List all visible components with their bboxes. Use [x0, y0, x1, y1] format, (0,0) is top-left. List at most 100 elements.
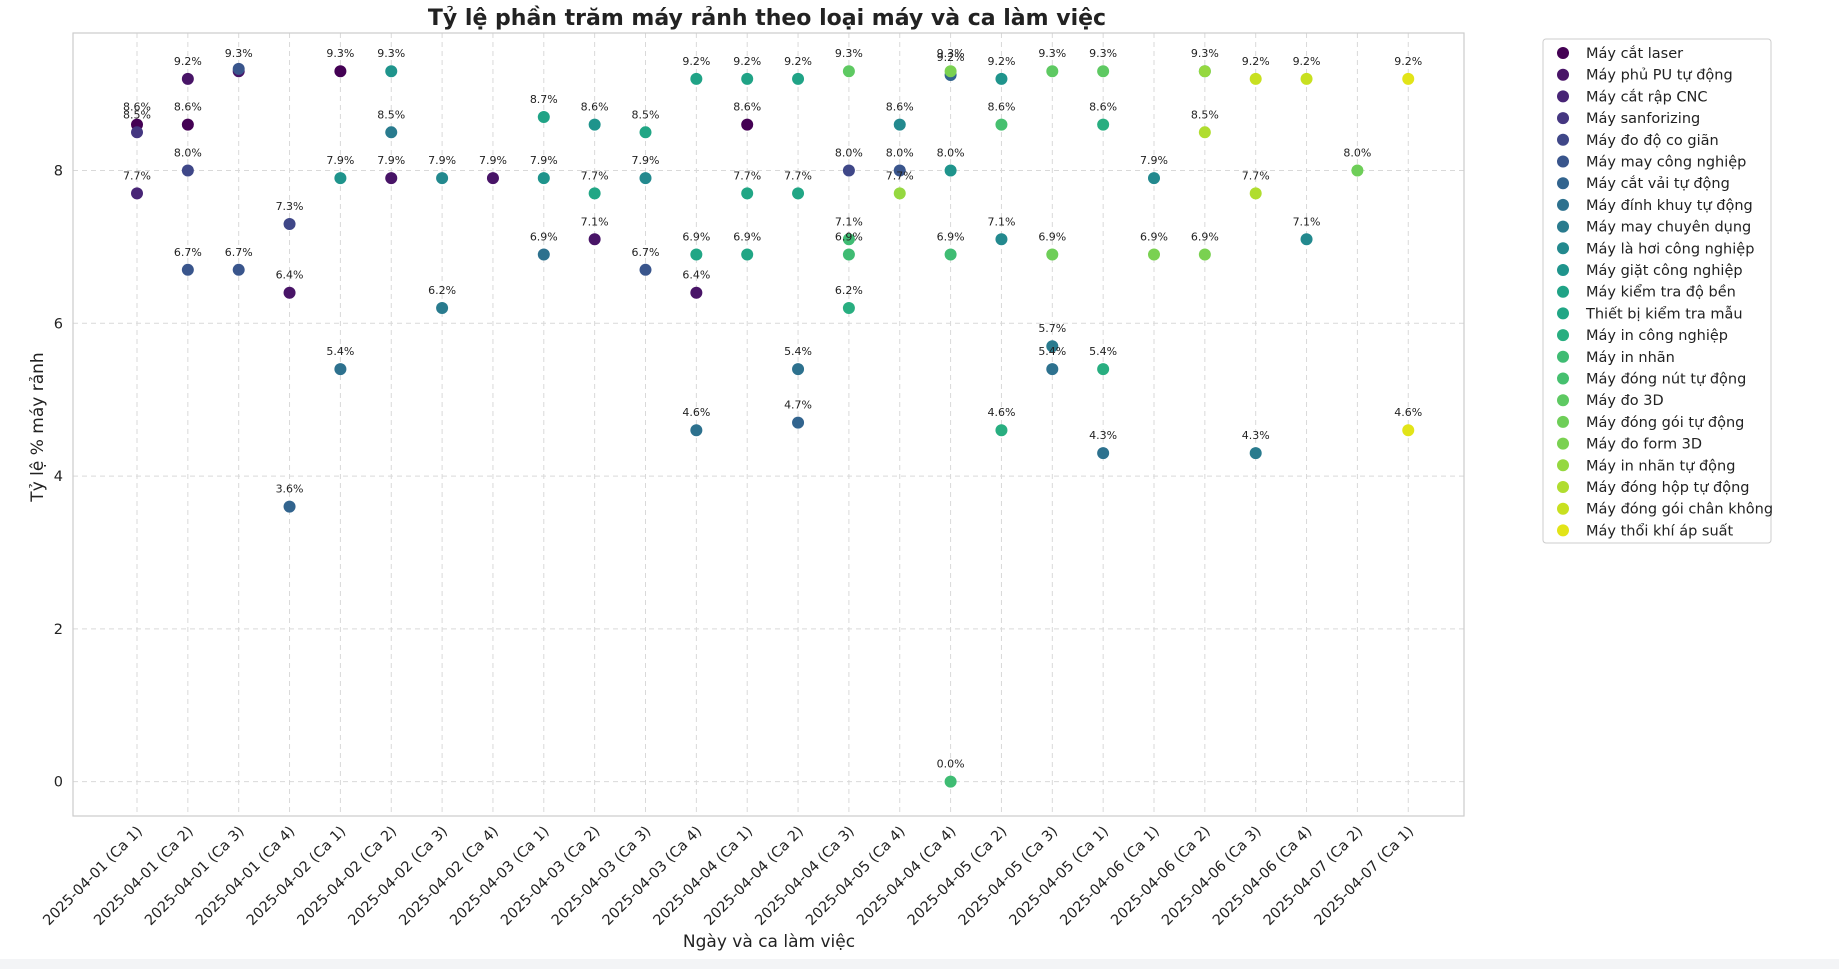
data-label: 0.0%: [937, 758, 965, 771]
data-label: 6.7%: [174, 246, 202, 259]
data-point: [639, 172, 652, 185]
data-point: [1300, 72, 1313, 85]
x-tick-label: 2025-04-05 (Ca 4): [803, 824, 908, 929]
data-label: 7.7%: [886, 169, 914, 182]
x-tick-label: 2025-04-03 (Ca 3): [549, 824, 654, 929]
data-label: 7.9%: [377, 154, 405, 167]
x-tick-label: 2025-04-01 (Ca 2): [91, 824, 196, 929]
data-point: [181, 164, 194, 177]
data-label: 9.3%: [1038, 47, 1066, 60]
data-label: 4.6%: [1394, 406, 1422, 419]
legend-entry: Máy phủ PU tự động: [1586, 68, 1733, 84]
data-label: 7.1%: [581, 215, 609, 228]
data-point: [1148, 172, 1160, 185]
data-point: [283, 217, 296, 230]
data-point: [1249, 447, 1262, 460]
data-point: [842, 302, 855, 315]
data-label: 7.9%: [428, 154, 456, 167]
data-point: [944, 248, 957, 261]
data-label: 8.5%: [123, 108, 151, 121]
data-point: [1198, 126, 1211, 139]
x-tick-label: 2025-04-02 (Ca 4): [396, 824, 501, 929]
data-point: [181, 72, 194, 85]
data-point: [741, 72, 754, 85]
data-label: 9.2%: [1242, 55, 1270, 68]
data-label: 9.3%: [1089, 47, 1117, 60]
legend-entry: Máy đính khuy tự động: [1586, 198, 1753, 214]
data-point: [588, 233, 601, 246]
x-tick-label: 2025-04-03 (Ca 4): [600, 824, 705, 929]
data-label: 8.0%: [1343, 147, 1371, 160]
data-label: 7.3%: [276, 200, 304, 213]
data-point: [792, 187, 805, 200]
bottom-strip: [0, 959, 1839, 969]
data-label: 9.3%: [1191, 47, 1219, 60]
x-tick-label: 2025-04-07 (Ca 2): [1261, 824, 1366, 929]
data-label: 8.0%: [937, 147, 965, 160]
legend-marker: [1557, 177, 1569, 190]
legend-marker: [1557, 198, 1569, 211]
data-point: [436, 302, 449, 315]
x-tick-label: 2025-04-03 (Ca 1): [447, 824, 552, 929]
data-point: [1046, 340, 1059, 353]
data-point: [893, 118, 906, 131]
data-point: [690, 72, 703, 85]
data-point: [944, 775, 957, 788]
data-point: [436, 172, 449, 185]
data-point: [842, 233, 855, 246]
legend-marker: [1557, 112, 1569, 125]
legend-marker: [1557, 459, 1569, 472]
data-label: 7.7%: [733, 169, 761, 182]
legend-entry: Máy đo form 3D: [1586, 437, 1702, 453]
legend-entry: Máy cắt laser: [1586, 45, 1683, 62]
data-point: [537, 172, 550, 185]
legend-entry: Máy đóng hộp tự động: [1586, 480, 1750, 496]
legend-marker: [1557, 47, 1569, 59]
data-label: 7.7%: [581, 169, 609, 182]
data-label: 8.6%: [733, 101, 761, 114]
legend-entry: Máy cắt vải tự động: [1586, 175, 1730, 192]
data-point: [283, 500, 296, 513]
data-point: [639, 126, 652, 139]
data-point: [690, 248, 703, 261]
data-label: 6.9%: [835, 231, 863, 244]
grid-layer: [73, 33, 1464, 816]
x-tick-label: 2025-04-04 (Ca 1): [651, 824, 756, 929]
data-label: 6.7%: [632, 246, 660, 259]
data-label: 8.0%: [174, 147, 202, 160]
data-point: [334, 65, 347, 78]
legend-marker: [1557, 394, 1569, 407]
legend-marker: [1557, 220, 1569, 233]
data-label: 5.4%: [1089, 345, 1117, 358]
legend-entry: Máy đóng gói chân không: [1586, 502, 1773, 518]
data-point: [181, 118, 194, 131]
legend-marker: [1557, 90, 1569, 103]
legend-marker: [1557, 264, 1569, 276]
data-label: 7.7%: [784, 169, 812, 182]
legend-marker: [1557, 481, 1569, 493]
legend-entry: Máy đóng nút tự động: [1586, 372, 1746, 388]
x-tick-label: 2025-04-01 (Ca 1): [40, 824, 145, 929]
x-tick-label: 2025-04-05 (Ca 3): [956, 824, 1061, 929]
data-point: [639, 263, 652, 276]
data-point: [1198, 65, 1211, 78]
data-label: 8.5%: [377, 108, 405, 121]
data-label: 6.9%: [1140, 231, 1168, 244]
legend-entry: Máy giặt công nghiệp: [1586, 263, 1743, 279]
data-label: 4.6%: [987, 406, 1015, 419]
legend-entry: Máy kiểm tra độ bền: [1586, 284, 1736, 301]
data-point: [741, 187, 754, 200]
x-tick-label: 2025-04-01 (Ca 4): [193, 824, 298, 929]
data-point: [385, 126, 398, 139]
legend-entry: Máy thổi khí áp suất: [1586, 522, 1734, 539]
data-point: [690, 286, 703, 299]
data-point: [944, 65, 957, 78]
data-label: 7.7%: [1242, 169, 1270, 182]
data-label: 7.1%: [987, 215, 1015, 228]
y-tick-label: 2: [54, 622, 63, 638]
x-tick-label: 2025-04-05 (Ca 1): [1007, 824, 1112, 929]
data-label: 8.6%: [123, 101, 151, 114]
legend-entry: Thiết bị kiểm tra mẫu: [1585, 305, 1743, 322]
data-point: [131, 126, 143, 139]
